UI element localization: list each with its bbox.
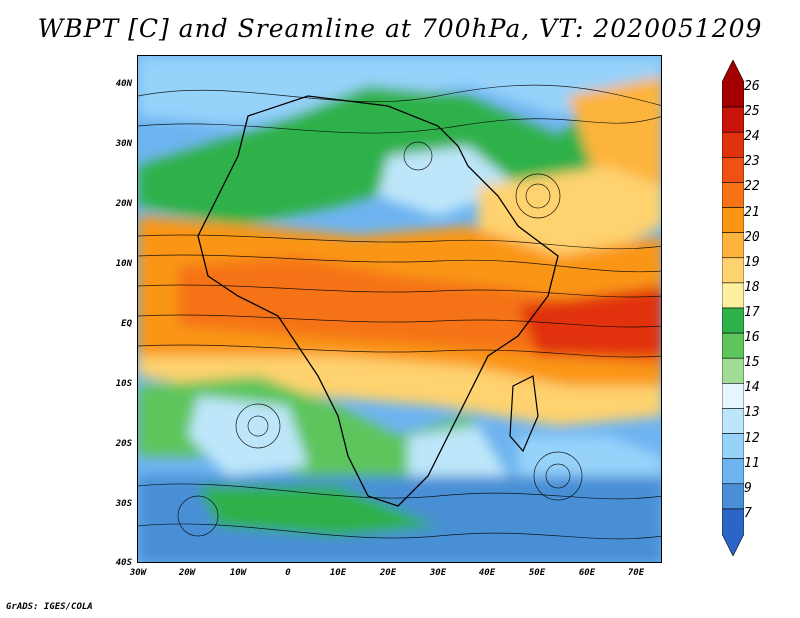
lat-label: 20N [115, 199, 132, 209]
colorbar-label: 16 [744, 330, 760, 346]
lat-label: 30N [115, 139, 132, 149]
lon-label: 20W [178, 568, 196, 578]
lon-label: 30E [429, 568, 447, 578]
colorbar-segment [722, 508, 744, 556]
lat-label: 40S [115, 558, 132, 568]
lon-label: 70E [627, 568, 645, 578]
lon-label: 10E [329, 568, 347, 578]
map-panel [137, 55, 662, 563]
colorbar-segment [722, 332, 744, 359]
colorbar [722, 60, 744, 556]
colorbar-segment [722, 207, 744, 233]
lon-label: 50E [528, 568, 546, 578]
colorbar-label: 23 [744, 154, 760, 170]
colorbar-label: 15 [744, 355, 760, 371]
colorbar-segment [722, 433, 744, 459]
colorbar-label: 17 [744, 305, 760, 320]
colorbar-segment [722, 182, 744, 208]
colorbar-label: 19 [744, 254, 760, 270]
colorbar-segment [722, 60, 744, 108]
colorbar-segment [722, 157, 744, 183]
colorbar-segment [722, 357, 744, 384]
lon-label: 20E [379, 568, 397, 578]
colorbar-segment [722, 257, 744, 284]
lat-label: 10N [115, 259, 132, 269]
lon-label: 30W [129, 568, 147, 578]
colorbar-segment [722, 232, 744, 259]
colorbar-label: 13 [744, 405, 760, 421]
colorbar-label: 25 [744, 104, 760, 120]
colorbar-label: 18 [744, 279, 760, 295]
lon-label: 40E [478, 568, 496, 578]
lat-label: 40N [115, 79, 132, 89]
colorbar-label: 26 [744, 79, 760, 94]
streamlines [138, 84, 661, 540]
colorbar-label: 7 [744, 505, 752, 521]
lat-label: EQ [121, 319, 132, 329]
wbpt-field [138, 56, 661, 562]
lon-label: 10W [229, 568, 247, 578]
lat-label: 20S [115, 439, 132, 449]
lat-label: 10S [115, 379, 132, 389]
map-title: WBPT [C] and Sreamline at 700hPa, VT: 20… [37, 14, 763, 43]
coastline [197, 95, 559, 507]
colorbar-label: 11 [744, 455, 760, 471]
colorbar-segment [722, 408, 744, 434]
lon-label: 0 [285, 568, 291, 578]
lat-label: 30S [115, 499, 132, 509]
colorbar-segment [722, 307, 744, 334]
colorbar-label: 22 [744, 179, 760, 195]
lon-label: 60E [578, 568, 596, 578]
colorbar-label: 9 [744, 480, 752, 496]
colorbar-label: 20 [744, 229, 760, 245]
colorbar-label: 12 [744, 430, 760, 446]
colorbar-segment [722, 106, 744, 133]
colorbar-segment [722, 483, 744, 510]
colorbar-label: 14 [744, 380, 760, 396]
colorbar-label: 21 [744, 204, 760, 220]
colorbar-segment [722, 131, 744, 158]
colorbar-segment [722, 383, 744, 409]
footer-credit: GrADS: IGES/COLA [6, 602, 93, 612]
colorbar-segment [722, 282, 744, 309]
colorbar-label: 24 [744, 129, 760, 145]
colorbar-segment [722, 458, 744, 485]
